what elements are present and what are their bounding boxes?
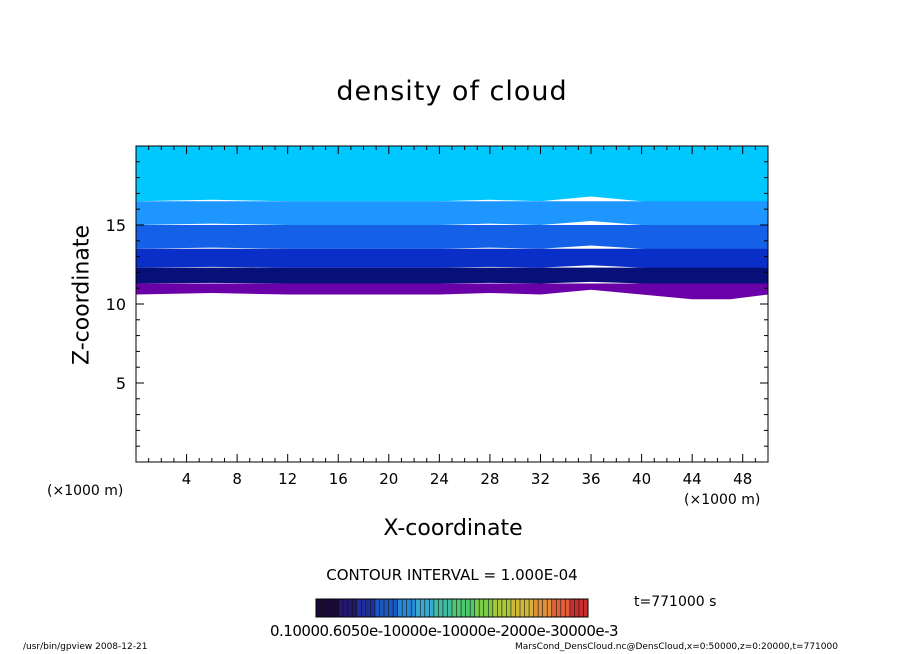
colorbar-cell-15 <box>384 599 390 617</box>
colorbar-cell-35 <box>474 599 480 617</box>
colorbar-cell-44 <box>515 599 521 617</box>
colorbar-cell-17 <box>393 599 399 617</box>
colorbar-cell-14 <box>379 599 385 617</box>
density-band-1 <box>136 201 768 229</box>
x-axis-unit-left: (×1000 m) <box>47 483 124 499</box>
density-band-5 <box>136 283 768 300</box>
colorbar-cell-19 <box>402 599 408 617</box>
colorbar-cell-2 <box>325 599 331 617</box>
y-tick-label-10: 10 <box>106 295 126 314</box>
x-tick-label-12: 12 <box>278 470 297 488</box>
colorbar-cell-54 <box>560 599 566 617</box>
colorbar-cell-7 <box>347 599 353 617</box>
colorbar-cell-36 <box>479 599 485 617</box>
colorbar-cell-5 <box>338 599 344 617</box>
colorbar-cell-22 <box>415 599 421 617</box>
colorbar-cell-47 <box>529 599 535 617</box>
colorbar-cell-59 <box>583 599 589 617</box>
colorbar-tick-labels: 0.10000.6050e-10000e-10000e-2000e-30000e… <box>270 622 619 640</box>
colorbar-cell-21 <box>411 599 417 617</box>
colorbar-cell-46 <box>524 599 530 617</box>
colorbar-cell-51 <box>547 599 553 617</box>
colorbar-cell-53 <box>556 599 562 617</box>
colorbar-cell-57 <box>574 599 580 617</box>
colorbar-cell-12 <box>370 599 376 617</box>
colorbar-cell-16 <box>388 599 394 617</box>
colorbar-frame <box>315 598 589 618</box>
footer-source-info: MarsCond_DensCloud.nc@DensCloud,x=0:5000… <box>515 642 838 652</box>
colorbar-cell-29 <box>447 599 453 617</box>
density-band-0 <box>136 146 768 207</box>
colorbar-cell-41 <box>501 599 507 617</box>
colorbar-cell-37 <box>483 599 489 617</box>
y-axis-label-container: Z-coordinate <box>62 200 102 390</box>
colorbar-cell-31 <box>456 599 462 617</box>
colorbar-cell-0 <box>316 599 322 617</box>
colorbar-cell-56 <box>569 599 575 617</box>
x-tick-label-36: 36 <box>581 470 600 488</box>
colorbar-cell-55 <box>565 599 571 617</box>
colorbar-cell-34 <box>470 599 476 617</box>
colorbar-cell-50 <box>542 599 548 617</box>
x-tick-label-48: 48 <box>733 470 752 488</box>
colorbar-cell-6 <box>343 599 349 617</box>
x-tick-label-32: 32 <box>531 470 550 488</box>
x-tick-label-40: 40 <box>632 470 651 488</box>
x-tick-label-24: 24 <box>430 470 449 488</box>
colorbar-cell-11 <box>365 599 371 617</box>
y-tick-label-15: 15 <box>106 216 126 235</box>
colorbar-cell-23 <box>420 599 426 617</box>
colorbar-cell-1 <box>320 599 326 617</box>
x-axis-unit-right: (×1000 m) <box>684 492 761 508</box>
colorbar-cell-45 <box>520 599 526 617</box>
colorbar-cell-49 <box>538 599 544 617</box>
colorbar-cell-48 <box>533 599 539 617</box>
colorbar-cell-58 <box>578 599 584 617</box>
colorbar-cell-30 <box>452 599 458 617</box>
time-label: t=771000 s <box>634 594 717 610</box>
chart-title: density of cloud <box>336 76 568 107</box>
x-tick-label-20: 20 <box>379 470 398 488</box>
colorbar-cell-24 <box>424 599 430 617</box>
x-axis-label: X-coordinate <box>383 516 523 541</box>
x-tick-label-8: 8 <box>232 470 242 488</box>
colorbar-cell-13 <box>374 599 380 617</box>
colorbar-cell-40 <box>497 599 503 617</box>
colorbar-cell-28 <box>442 599 448 617</box>
colorbar-cell-52 <box>551 599 557 617</box>
x-tick-label-44: 44 <box>683 470 702 488</box>
colorbar-cell-18 <box>397 599 403 617</box>
colorbar-cell-27 <box>438 599 444 617</box>
contour-interval-label: CONTOUR INTERVAL = 1.000E-04 <box>326 566 578 584</box>
colorbar-cell-4 <box>334 599 340 617</box>
footer-program-date: /usr/bin/gpview 2008-12-21 <box>23 642 148 652</box>
axis-ticks <box>136 146 768 462</box>
density-band-4 <box>136 267 768 286</box>
colorbar-cell-8 <box>352 599 358 617</box>
colorbar-cell-42 <box>506 599 512 617</box>
colorbar-cell-10 <box>361 599 367 617</box>
colorbar-cell-32 <box>461 599 467 617</box>
colorbar-cell-43 <box>510 599 516 617</box>
y-tick-label-5: 5 <box>116 374 126 393</box>
x-tick-label-16: 16 <box>329 470 348 488</box>
colorbar-cell-38 <box>488 599 494 617</box>
density-band-3 <box>136 248 768 271</box>
colorbar-cell-39 <box>492 599 498 617</box>
cloud-density-field <box>136 146 768 300</box>
colorbar <box>315 598 589 618</box>
colorbar-cell-20 <box>406 599 412 617</box>
density-band-2 <box>136 225 768 252</box>
colorbar-cell-3 <box>329 599 335 617</box>
x-tick-label-4: 4 <box>182 470 192 488</box>
colorbar-cell-9 <box>356 599 362 617</box>
x-tick-label-28: 28 <box>480 470 499 488</box>
colorbar-cell-26 <box>433 599 439 617</box>
y-axis-label: Z-coordinate <box>69 225 95 365</box>
colorbar-cell-33 <box>465 599 471 617</box>
colorbar-cell-25 <box>429 599 435 617</box>
